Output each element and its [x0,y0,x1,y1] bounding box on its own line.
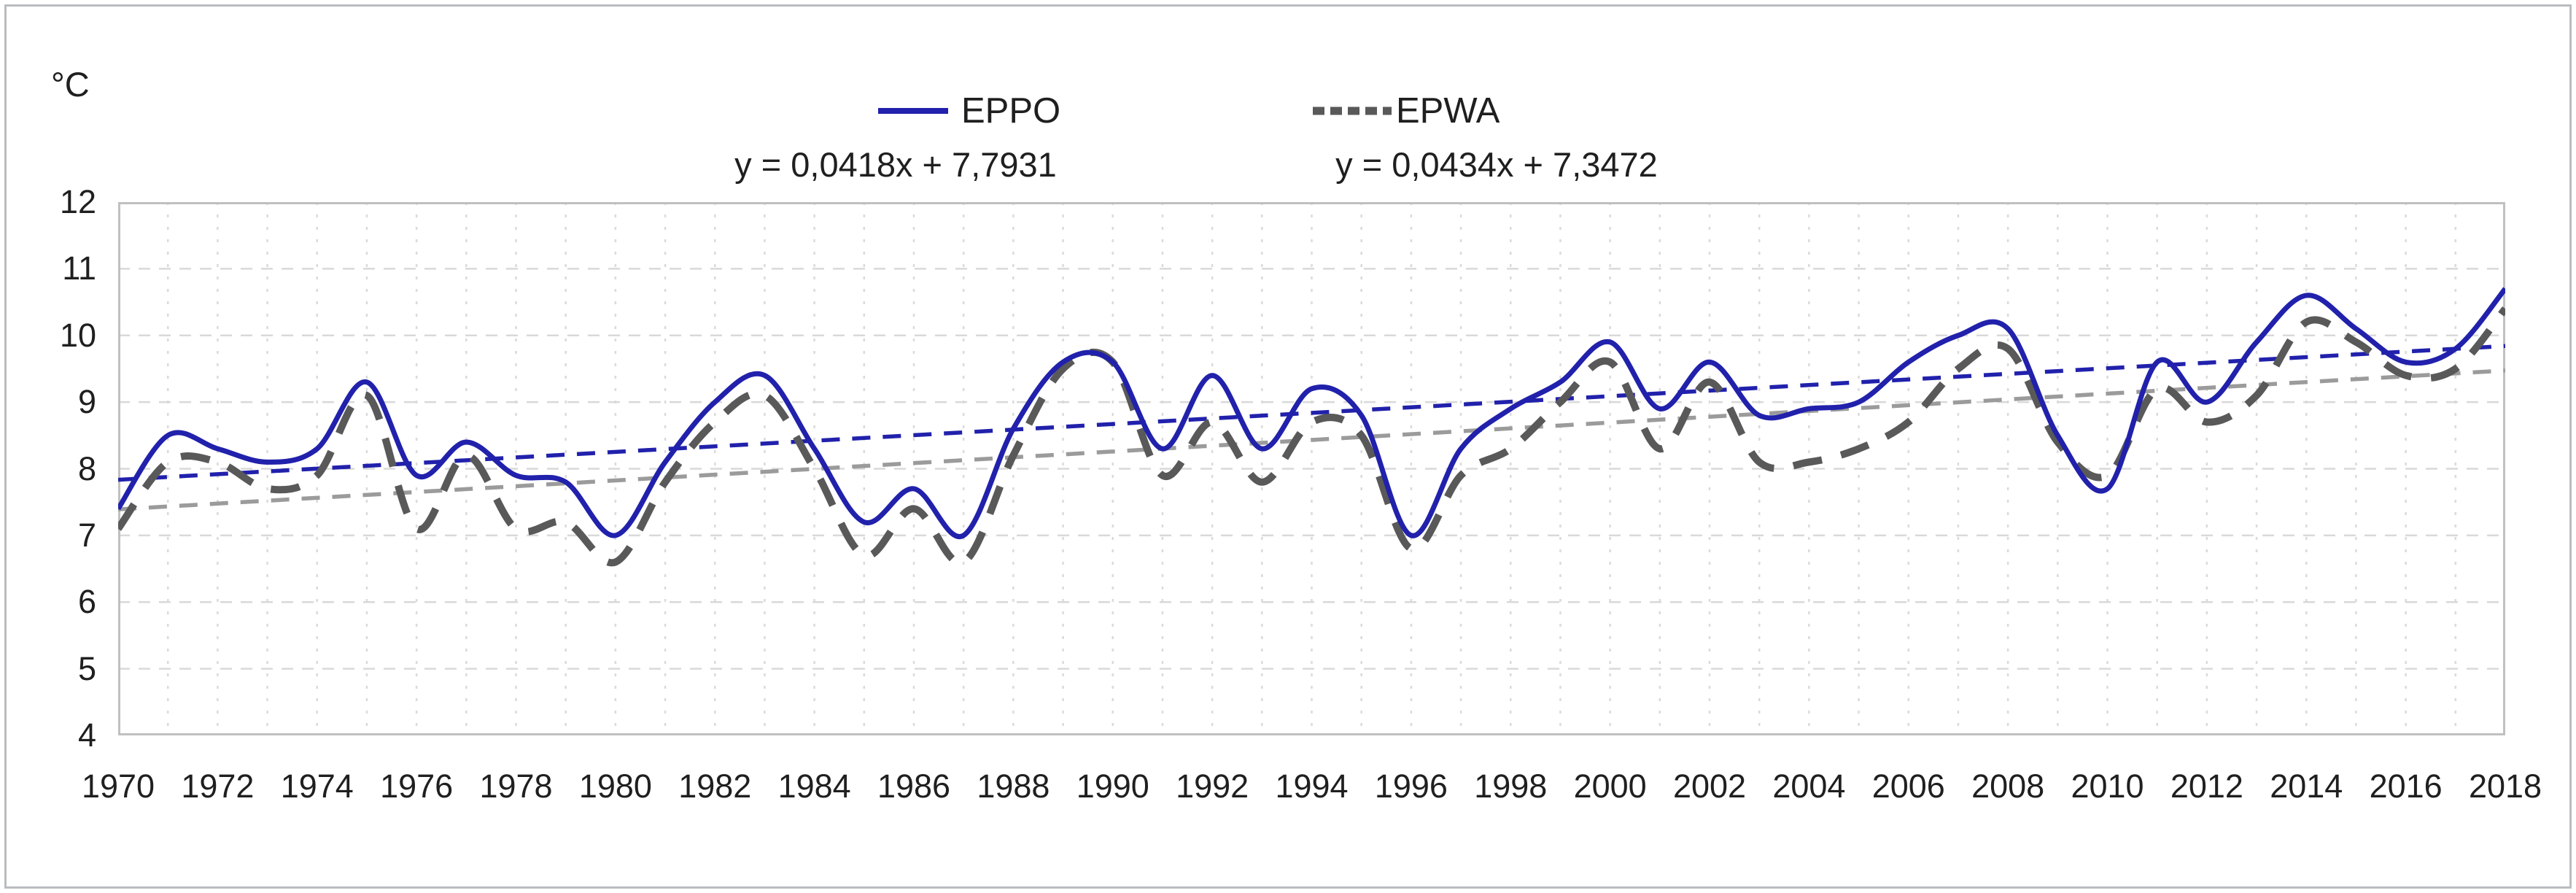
x-tick-label: 2016 [2369,768,2443,805]
x-tick-label: 1980 [578,768,652,805]
x-tick-label: 1994 [1275,768,1349,805]
x-tick-label: 2014 [2270,768,2343,805]
trend-equation-eppo: y = 0,0418x + 7,7931 [734,145,1057,184]
y-tick-label: 8 [77,449,96,487]
x-tick-label: 1978 [479,768,553,805]
x-tick-label: 2000 [1573,768,1647,805]
trendline-epwa [118,368,2505,511]
x-tick-label: 1990 [1076,768,1149,805]
x-tick-label: 1998 [1474,768,1548,805]
chart-canvas [118,202,2505,735]
figure-border [4,4,2572,889]
y-tick-label: 12 [59,183,96,220]
y-tick-label: 7 [77,516,96,554]
x-axis-tick-labels: 1970 1972 1974 1976 1978 1980 1982 1984 1986 1988… [0,766,2576,817]
y-tick-label: 9 [77,383,96,421]
x-tick-label: 1982 [678,768,752,805]
x-tick-label: 2018 [2468,768,2542,805]
x-tick-label: 1974 [280,768,354,805]
x-tick-label: 1992 [1176,768,1249,805]
x-tick-label: 1988 [977,768,1050,805]
x-tick-label: 1976 [380,768,454,805]
legend-item-eppo: EPPO [877,90,1060,131]
plot-border [118,202,2505,735]
y-tick-label: 5 [77,649,96,687]
legend-item-epwa: EPWA [1311,90,1500,131]
y-axis-unit-label: °C [51,65,90,104]
x-tick-label: 2004 [1772,768,1846,805]
y-axis-tick-labels: 4 5 6 7 8 9 10 11 12 [7,0,96,893]
series-line-eppo [118,287,2505,539]
trendline-eppo [118,344,2505,482]
x-tick-label: 1996 [1374,768,1448,805]
series-line-epwa [118,306,2505,567]
x-tick-label: 1986 [877,768,951,805]
x-tick-label: 1984 [777,768,851,805]
x-tick-label: 2012 [2170,768,2243,805]
epwa-line-sample-icon [1311,90,1392,131]
eppo-line-sample-icon [877,90,950,131]
legend-label-epwa: EPWA [1396,91,1500,131]
y-tick-label: 10 [59,316,96,354]
x-tick-label: 2006 [1871,768,1945,805]
plot-area [118,202,2505,735]
x-tick-label: 1972 [181,768,255,805]
y-tick-label: 11 [62,250,96,287]
trend-equation-epwa: y = 0,0434x + 7,3472 [1335,145,1658,184]
y-tick-label: 6 [77,583,96,621]
x-tick-label: 1970 [81,768,155,805]
legend-label-eppo: EPPO [961,91,1061,131]
y-tick-label: 4 [77,716,96,754]
x-tick-label: 2002 [1672,768,1747,805]
x-tick-label: 2010 [2071,768,2144,805]
x-tick-label: 2008 [1971,768,2045,805]
